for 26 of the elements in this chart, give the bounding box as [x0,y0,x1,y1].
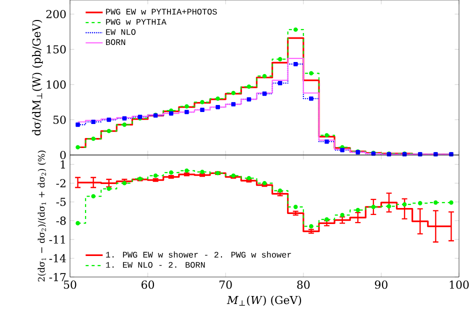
y-tick-label: -8 [56,216,66,225]
y-tick-label: 1 [60,160,65,168]
legend-label: 1. EW NLO - 2. BORN [106,262,205,268]
y-tick-label: 100 [46,80,66,89]
x-tick-label: 90 [374,280,388,289]
y-axis-title: dσ/dM$_{⊥}$(W) (pb/GeV) [32,20,43,136]
x-tick-label: 70 [220,280,232,289]
y-tick-label: -14 [49,254,66,262]
y-tick-label: 50 [53,116,66,124]
y-tick-label: -11 [49,235,65,244]
legend-label: 1. PWG EW w shower - 2. PWG w shower [106,251,292,258]
y-tick-label: -5 [56,198,66,206]
x-tick-label: 60 [142,280,154,289]
text: 2(dσ$_{1}$ − dσ$_{2}$)/(dσ$_{1}$ + dσ$_{2}$) (%) [38,150,46,282]
y-tick-label: -2 [56,179,66,188]
x-axis-title: M$_{⊥}$(W) (GeV) [226,296,302,306]
y-tick-label: 150 [46,45,66,54]
legend-label: PWG w PYTHIA [106,18,166,25]
y-tick-label: 200 [46,10,66,18]
x-tick-label: 80 [297,280,310,289]
legend-label: BORN [106,39,126,46]
x-tick-label: 100 [450,280,469,289]
legend-label: PWG EW w PYTHIA+PHOTOS [106,8,217,15]
legend-label: EW NLO [106,29,136,35]
y-tick-label: 0 [60,150,66,160]
y-tick-label: -17 [49,272,66,282]
